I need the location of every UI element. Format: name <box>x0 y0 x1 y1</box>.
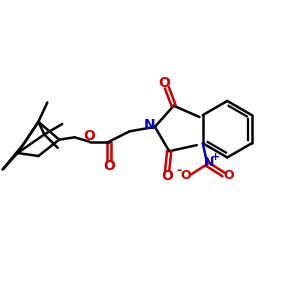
Text: O: O <box>224 169 234 182</box>
Text: O: O <box>83 129 95 143</box>
Text: +: + <box>211 152 220 162</box>
Text: N: N <box>144 118 155 132</box>
Text: O: O <box>180 169 191 182</box>
Text: O: O <box>161 169 173 183</box>
Text: N: N <box>204 156 214 169</box>
Text: -: - <box>176 164 181 178</box>
Text: O: O <box>158 76 170 90</box>
Text: O: O <box>103 159 115 173</box>
